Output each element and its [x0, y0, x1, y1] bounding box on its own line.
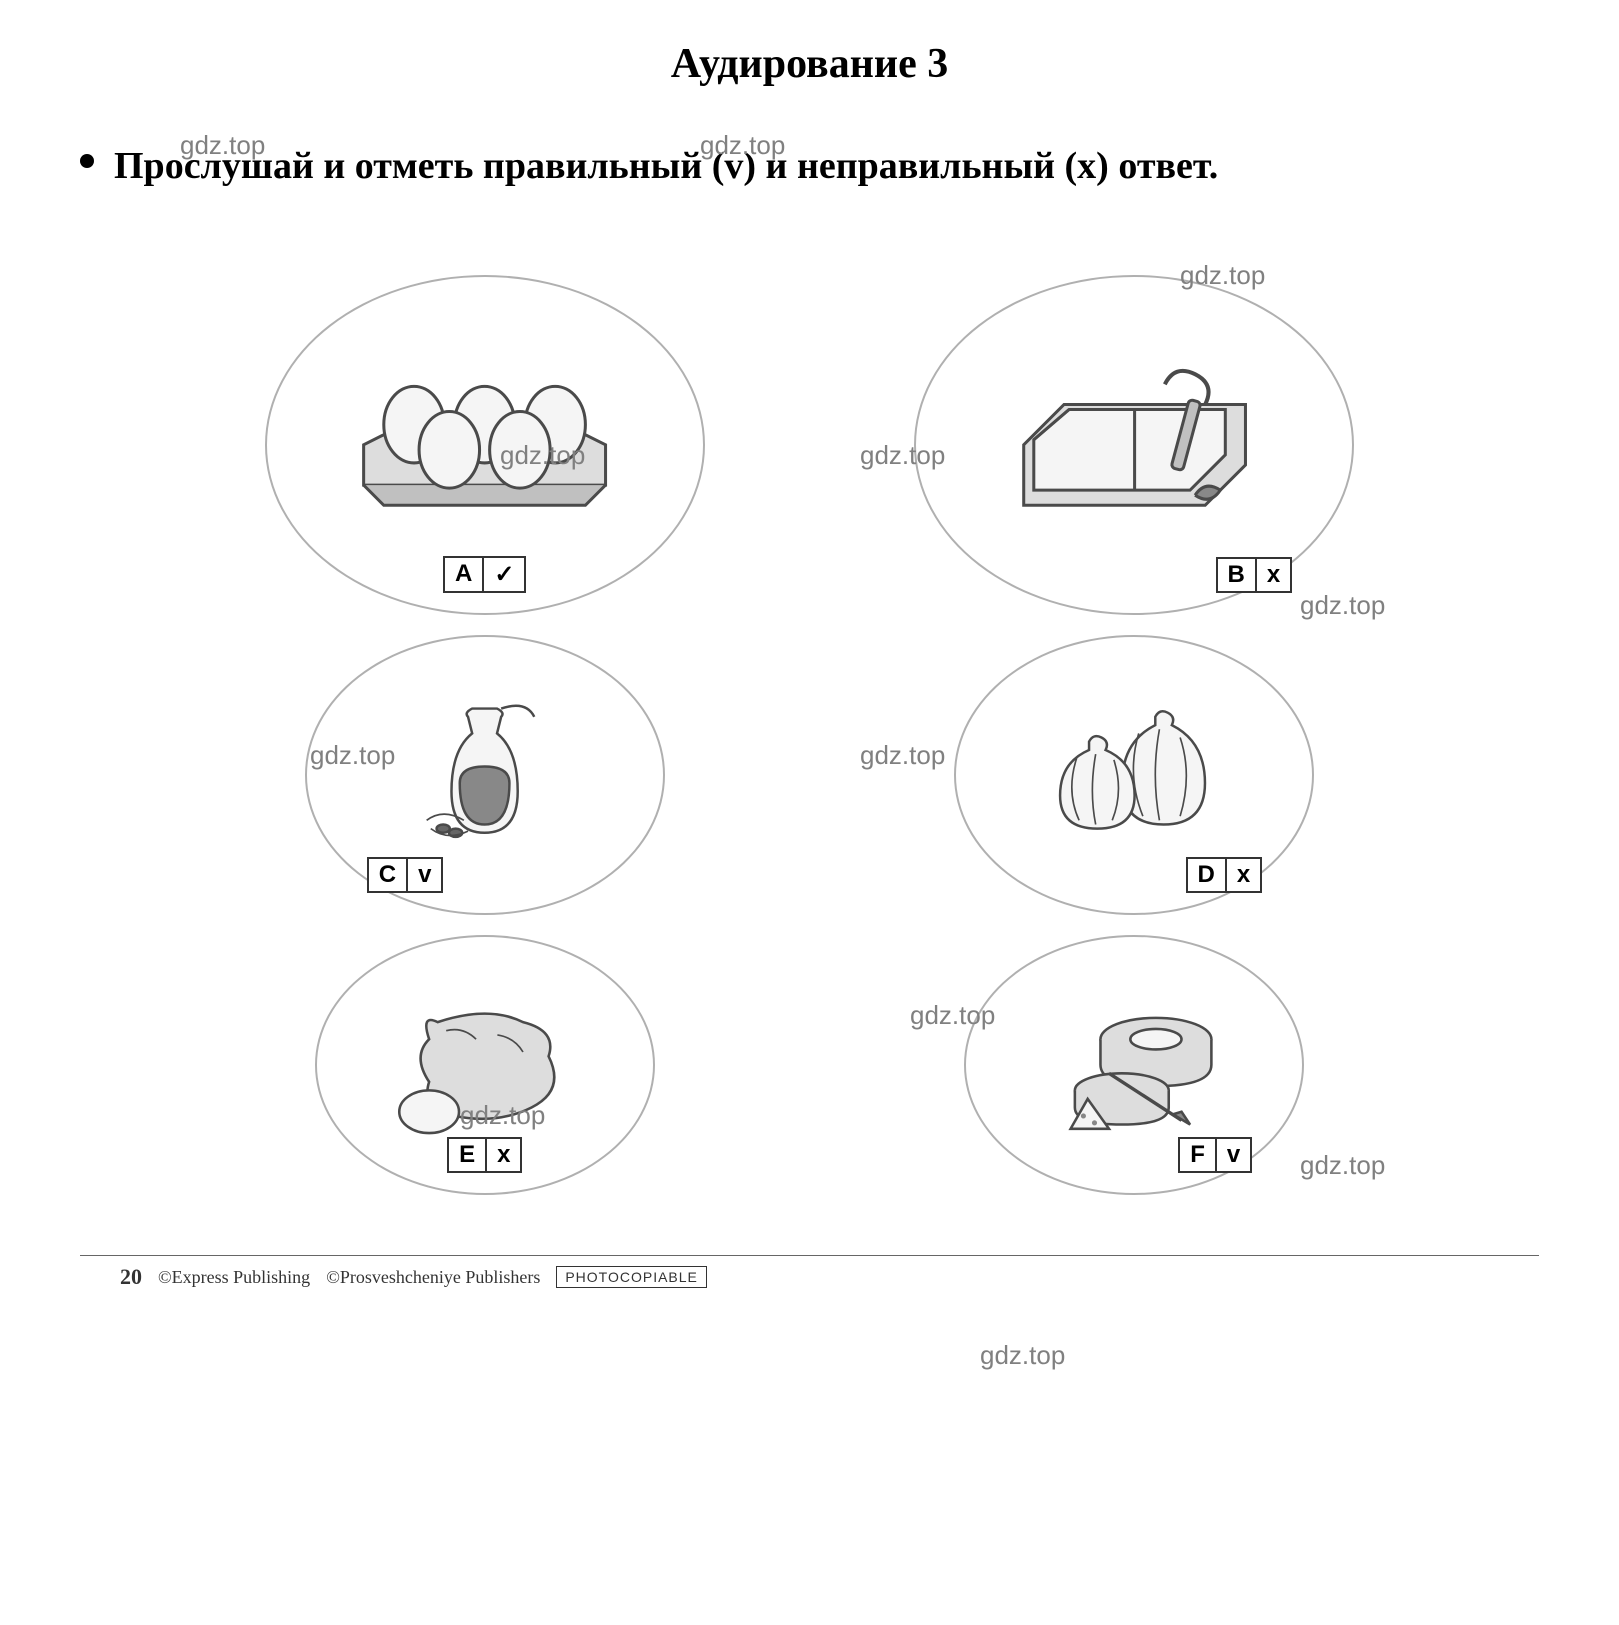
label-letter: B — [1218, 559, 1257, 591]
copyright-1: ©Express Publishing — [158, 1267, 310, 1288]
page-container: Аудирование 3 Прослушай и отметь правиль… — [80, 40, 1539, 1290]
label-mark: x — [1257, 559, 1290, 591]
label-mark: x — [1227, 859, 1260, 891]
potatoes-icon — [367, 988, 602, 1142]
item-cell-d: D x — [850, 635, 1420, 915]
item-cell-e: E x — [200, 935, 770, 1195]
watermark-text: gdz.top — [980, 1340, 1065, 1371]
copyright-2: ©Prosveshcheniye Publishers — [326, 1267, 540, 1288]
onions-icon — [1010, 692, 1259, 858]
label-mark: ✓ — [484, 558, 524, 591]
olive-oil-icon — [360, 692, 609, 858]
photocopiable-label: PHOTOCOPIABLE — [556, 1266, 707, 1288]
label-box-c: C v — [367, 857, 444, 893]
item-cell-a: A ✓ — [200, 275, 770, 615]
label-mark: v — [1217, 1139, 1250, 1171]
label-box-e: E x — [447, 1137, 522, 1173]
items-grid: A ✓ — [80, 255, 1539, 1215]
item-cell-b: B x — [850, 275, 1420, 615]
label-box-f: F v — [1178, 1137, 1252, 1173]
instruction-text: Прослушай и отметь правильный (v) и непр… — [114, 138, 1218, 195]
oval-onions: D x — [954, 635, 1314, 915]
label-mark: x — [487, 1139, 520, 1171]
oval-butter: B x — [914, 275, 1354, 615]
cheese-icon — [1017, 988, 1252, 1142]
label-letter: F — [1180, 1139, 1217, 1171]
oval-olive-oil: C v — [305, 635, 665, 915]
label-box-d: D x — [1186, 857, 1263, 893]
item-cell-c: C v — [200, 635, 770, 915]
label-mark: v — [408, 859, 441, 891]
label-box-b: B x — [1216, 557, 1293, 593]
oval-potatoes: E x — [315, 935, 655, 1195]
label-letter: E — [449, 1139, 487, 1171]
label-letter: D — [1188, 859, 1227, 891]
page-number: 20 — [120, 1264, 142, 1290]
instruction-row: Прослушай и отметь правильный (v) и непр… — [80, 138, 1539, 195]
butter-icon — [982, 344, 1287, 546]
item-cell-f: F v — [850, 935, 1420, 1195]
footer: 20 ©Express Publishing ©Prosveshcheniye … — [80, 1255, 1539, 1290]
oval-cheese: F v — [964, 935, 1304, 1195]
eggs-icon — [332, 344, 637, 546]
page-title: Аудирование 3 — [80, 40, 1539, 88]
label-box-a: A ✓ — [443, 556, 526, 593]
oval-eggs: A ✓ — [265, 275, 705, 615]
label-letter: A — [445, 558, 484, 591]
label-letter: C — [369, 859, 408, 891]
bullet-icon — [80, 154, 94, 168]
